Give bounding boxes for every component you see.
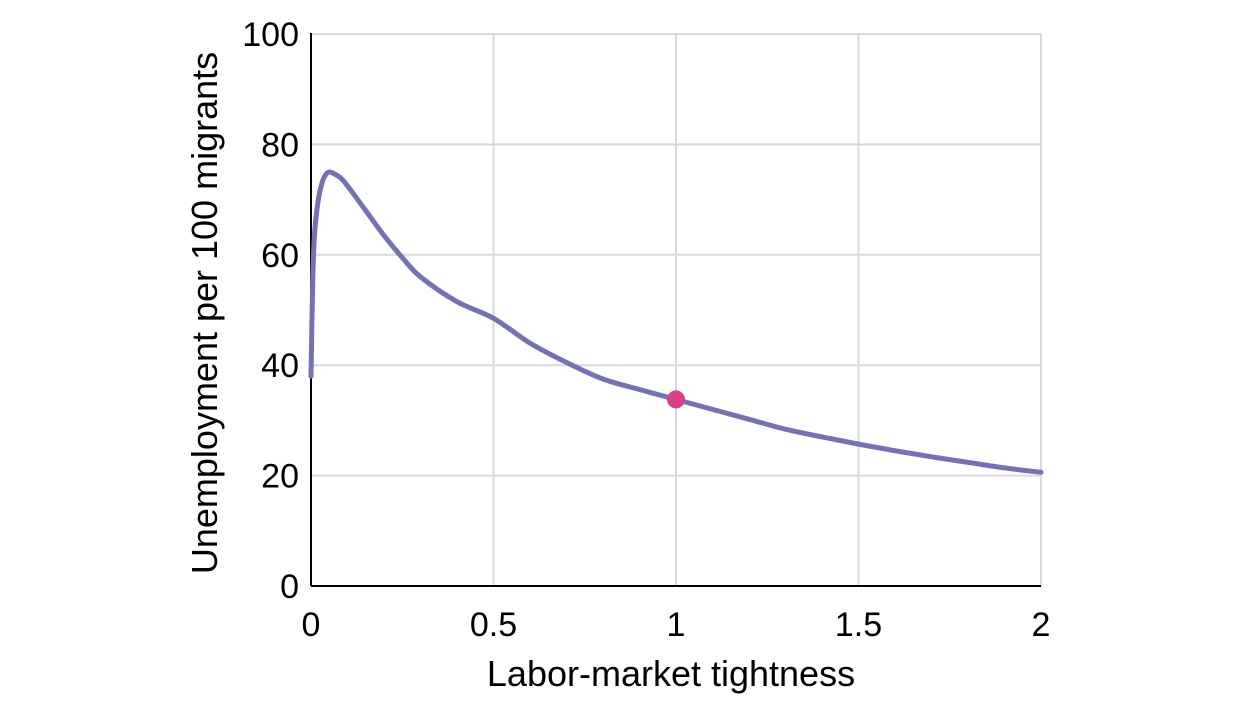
x-tick-label-3: 1.5	[835, 606, 882, 644]
y-tick-label-3: 60	[261, 237, 299, 275]
series-line-0	[308, 169, 1044, 475]
x-tick-label-1: 0.5	[470, 606, 517, 644]
grid	[311, 33, 1042, 586]
highlight-point	[667, 390, 685, 409]
series-layer	[308, 169, 1044, 475]
y-tick-label-2: 40	[261, 347, 299, 385]
y-tick-label-1: 20	[261, 458, 299, 496]
y-axis-label: Unemployment per 100 migrants	[184, 52, 225, 574]
y-tick-label-0: 0	[280, 568, 299, 606]
y-tick-label-5: 100	[242, 16, 299, 54]
y-tick-label-4: 80	[261, 126, 299, 164]
x-tick-label-4: 2	[1032, 606, 1051, 644]
x-tick-label-0: 0	[302, 606, 321, 644]
x-axis-label: Labor-market tightness	[487, 653, 855, 694]
x-tick-label-2: 1	[667, 606, 686, 644]
